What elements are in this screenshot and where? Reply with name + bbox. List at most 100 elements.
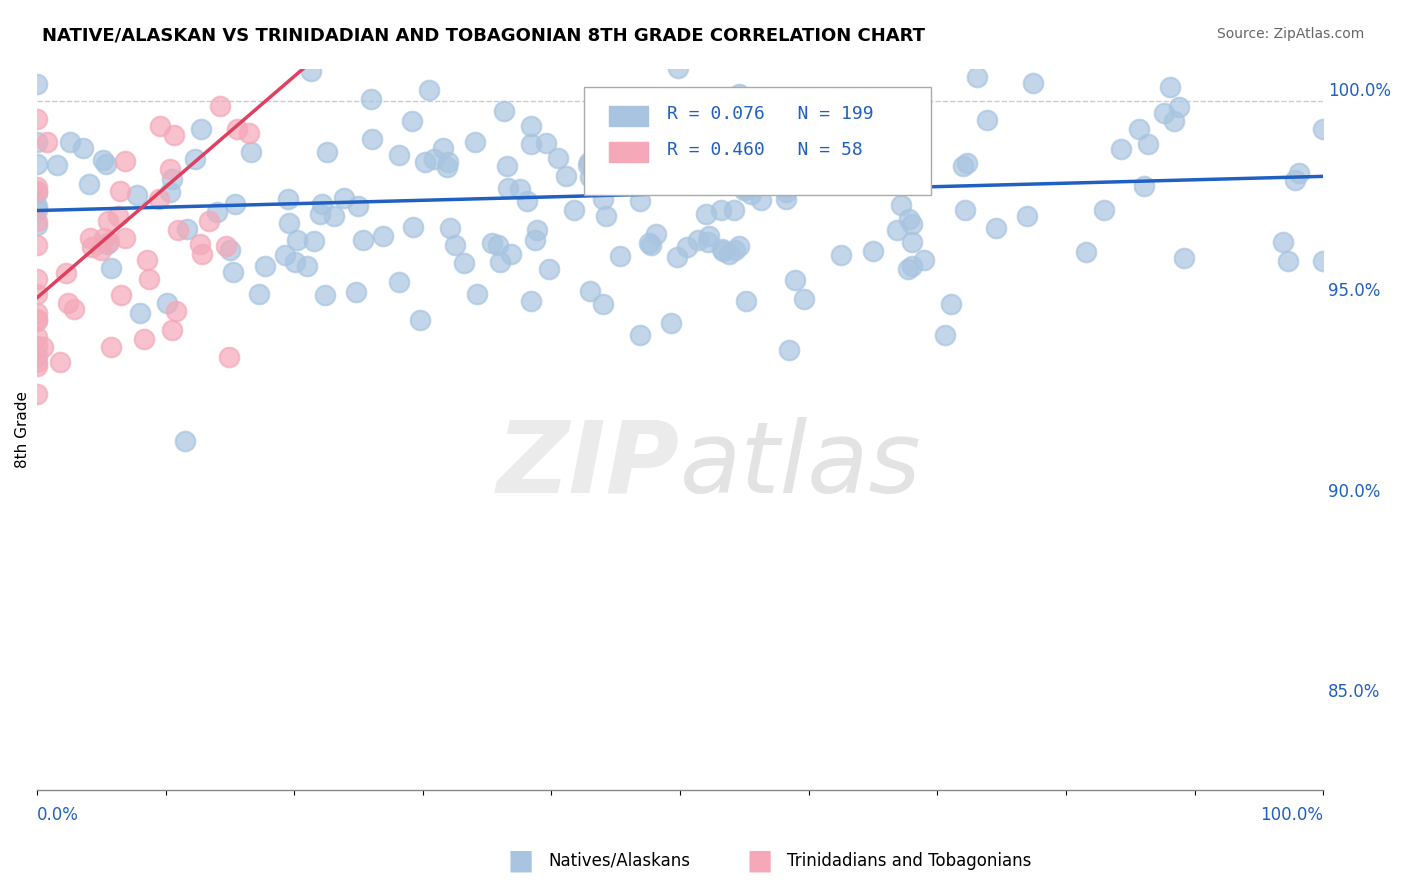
- Point: [876, 166, 898, 180]
- Point: [644, 227, 666, 241]
- Point: [775, 192, 797, 206]
- Text: atlas: atlas: [681, 417, 922, 514]
- Point: [900, 259, 922, 273]
- Point: [695, 207, 717, 221]
- FancyBboxPatch shape: [583, 87, 931, 194]
- Point: [628, 194, 651, 208]
- Point: [520, 136, 543, 151]
- Point: [209, 99, 232, 113]
- Point: [162, 171, 184, 186]
- Point: [1163, 113, 1185, 128]
- Point: [249, 0, 271, 4]
- Point: [976, 112, 998, 127]
- Point: [72, 140, 94, 154]
- Point: [160, 323, 183, 337]
- Point: [675, 240, 697, 254]
- Point: [93, 231, 115, 245]
- Point: [744, 106, 766, 120]
- FancyBboxPatch shape: [609, 142, 648, 162]
- Point: [890, 198, 912, 212]
- Point: [444, 238, 467, 252]
- Point: [439, 220, 461, 235]
- Point: [114, 231, 136, 245]
- Text: Source: ZipAtlas.com: Source: ZipAtlas.com: [1216, 27, 1364, 41]
- Point: [711, 242, 734, 256]
- Point: [724, 243, 747, 257]
- Point: [188, 236, 211, 251]
- Point: [1128, 121, 1150, 136]
- Point: [934, 328, 956, 343]
- Point: [704, 123, 727, 137]
- Point: [55, 266, 77, 280]
- Point: [437, 155, 460, 169]
- Point: [740, 186, 762, 201]
- Point: [25, 112, 48, 127]
- Point: [418, 83, 440, 97]
- Point: [138, 272, 160, 286]
- Point: [1076, 244, 1098, 259]
- Point: [25, 329, 48, 343]
- Text: 0.0%: 0.0%: [37, 806, 79, 824]
- Point: [222, 265, 245, 279]
- Point: [184, 152, 207, 166]
- Point: [79, 231, 101, 245]
- Point: [659, 316, 682, 330]
- Point: [1173, 252, 1195, 266]
- Point: [668, 101, 690, 115]
- Point: [717, 247, 740, 261]
- Point: [25, 184, 48, 198]
- Point: [956, 155, 979, 169]
- Point: [401, 113, 423, 128]
- Point: [666, 61, 689, 75]
- Point: [176, 222, 198, 236]
- Point: [723, 202, 745, 217]
- Point: [46, 158, 69, 172]
- Point: [536, 136, 558, 151]
- Point: [25, 180, 48, 194]
- Point: [309, 206, 332, 220]
- Point: [728, 238, 751, 252]
- Point: [62, 302, 84, 317]
- Point: [524, 233, 547, 247]
- Point: [96, 237, 118, 252]
- Point: [640, 136, 662, 150]
- Point: [682, 157, 704, 171]
- Point: [361, 132, 384, 146]
- Point: [1284, 173, 1306, 187]
- Point: [666, 250, 689, 264]
- Point: [25, 306, 48, 320]
- Point: [1132, 178, 1154, 193]
- Point: [25, 135, 48, 149]
- Point: [129, 306, 152, 320]
- Point: [25, 77, 48, 91]
- Point: [315, 145, 337, 159]
- Point: [277, 192, 299, 206]
- Point: [148, 192, 170, 206]
- Point: [149, 120, 172, 134]
- Point: [711, 244, 734, 258]
- Point: [408, 313, 430, 327]
- Point: [165, 304, 187, 318]
- Point: [882, 152, 904, 166]
- Point: [25, 218, 48, 232]
- Point: [713, 98, 735, 112]
- Point: [526, 223, 548, 237]
- Point: [710, 203, 733, 218]
- Point: [537, 261, 560, 276]
- Point: [523, 29, 546, 43]
- Point: [870, 128, 893, 142]
- Point: [793, 292, 815, 306]
- Point: [108, 184, 131, 198]
- Point: [100, 340, 122, 354]
- Point: [110, 287, 132, 301]
- Point: [606, 171, 628, 186]
- Point: [80, 240, 103, 254]
- Point: [509, 182, 531, 196]
- Point: [783, 273, 806, 287]
- Point: [841, 166, 863, 180]
- Point: [25, 354, 48, 368]
- Point: [25, 311, 48, 326]
- Point: [127, 188, 149, 202]
- Text: R = 0.460   N = 58: R = 0.460 N = 58: [668, 141, 863, 159]
- Point: [1312, 253, 1334, 268]
